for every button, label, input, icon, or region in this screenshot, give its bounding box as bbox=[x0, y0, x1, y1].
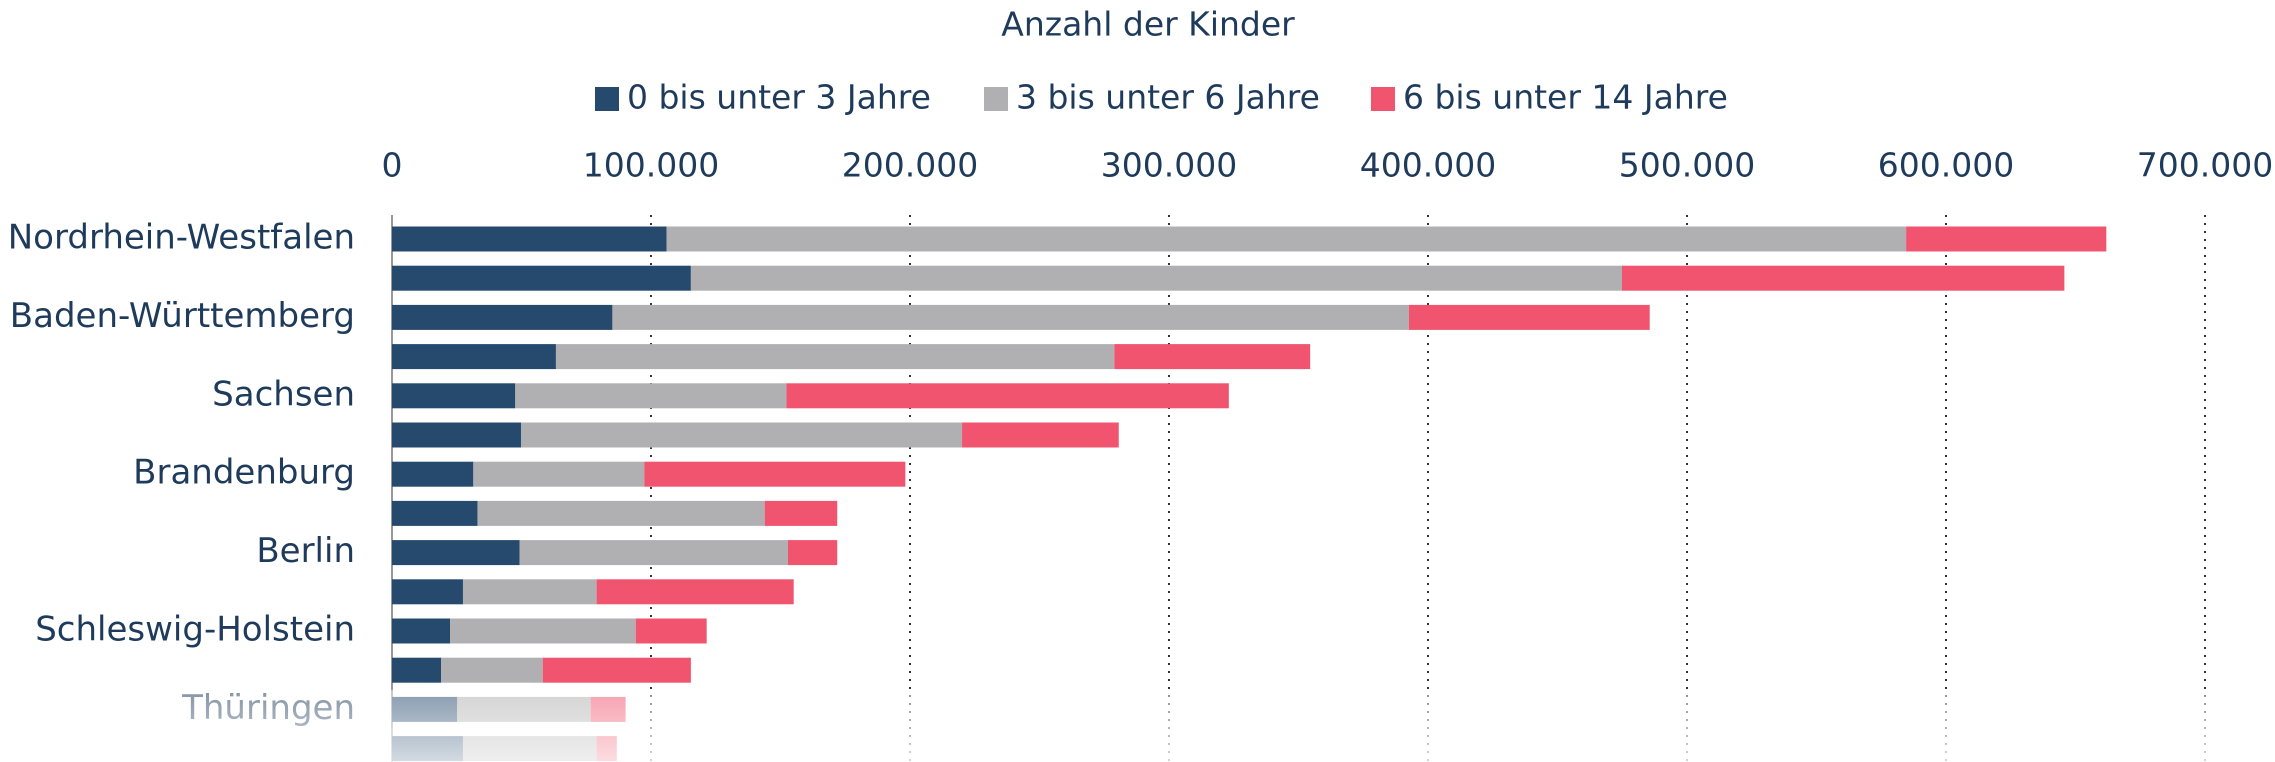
category-label: Schleswig-Holstein bbox=[35, 610, 355, 650]
x-tick-label: 200.000 bbox=[842, 146, 978, 185]
bar-segment bbox=[392, 657, 442, 683]
bar-segment bbox=[555, 344, 1115, 370]
bar-segment bbox=[441, 657, 543, 683]
bar-segment bbox=[1906, 226, 2107, 252]
bar-segment bbox=[612, 304, 1409, 330]
bar-segment bbox=[462, 579, 597, 605]
bar-segment bbox=[392, 422, 521, 448]
bar-segment bbox=[1114, 344, 1311, 370]
bar-segment bbox=[764, 500, 838, 526]
bar-segment bbox=[392, 500, 478, 526]
bar-segment bbox=[596, 579, 794, 605]
bar-segment bbox=[690, 265, 1622, 291]
bar-segment bbox=[644, 461, 906, 487]
bar-segment bbox=[515, 383, 787, 409]
bar-segment bbox=[473, 461, 645, 487]
x-tick-label: 300.000 bbox=[1101, 146, 1237, 185]
legend-swatch bbox=[1371, 87, 1395, 111]
legend-label: 0 bis unter 3 Jahre bbox=[627, 78, 931, 117]
x-tick-label: 100.000 bbox=[583, 146, 719, 185]
bar-segment bbox=[519, 540, 789, 566]
legend-label: 3 bis unter 6 Jahre bbox=[1016, 78, 1320, 117]
plot: 0 bis unter 3 Jahre 3 bis unter 6 Jahre 6 … bbox=[8, 78, 2273, 762]
bar-segment bbox=[392, 618, 451, 644]
bar-segment bbox=[477, 500, 765, 526]
bar-segment bbox=[450, 618, 636, 644]
bar-segment bbox=[392, 304, 613, 330]
bar-segment bbox=[392, 265, 691, 291]
bar-segment bbox=[392, 540, 520, 566]
bar-segment bbox=[392, 344, 556, 370]
bar-segment bbox=[666, 226, 1907, 252]
category-label: Baden-Württemberg bbox=[10, 296, 355, 336]
bar-segment bbox=[520, 422, 963, 448]
bar-segment bbox=[962, 422, 1119, 448]
bar-segment bbox=[542, 657, 691, 683]
fade-overlay bbox=[0, 690, 2275, 762]
x-tick-label: 700.000 bbox=[2137, 146, 2273, 185]
legend-swatch bbox=[984, 87, 1008, 111]
bar-segment bbox=[392, 226, 667, 252]
bar-segment bbox=[1408, 304, 1650, 330]
bar-segment bbox=[1621, 265, 2065, 291]
bar-segment bbox=[392, 461, 474, 487]
category-label: Sachsen bbox=[212, 374, 355, 414]
legend-swatch bbox=[595, 87, 619, 111]
bar-segment bbox=[392, 579, 463, 605]
chart-title: Anzahl der Kinder bbox=[1001, 5, 1295, 44]
x-tick-label: 500.000 bbox=[1619, 146, 1755, 185]
category-label: Brandenburg bbox=[133, 453, 355, 493]
category-label: Berlin bbox=[256, 531, 355, 571]
legend-label: 6 bis unter 14 Jahre bbox=[1403, 78, 1728, 117]
x-tick-label: 0 bbox=[382, 146, 403, 185]
bar-segment bbox=[786, 383, 1229, 409]
category-label: Nordrhein-Westfalen bbox=[8, 218, 355, 258]
bar-segment bbox=[788, 540, 838, 566]
bar-segment bbox=[635, 618, 707, 644]
x-tick-label: 600.000 bbox=[1878, 146, 2014, 185]
bar-segment bbox=[392, 383, 516, 409]
x-tick-label: 400.000 bbox=[1360, 146, 1496, 185]
